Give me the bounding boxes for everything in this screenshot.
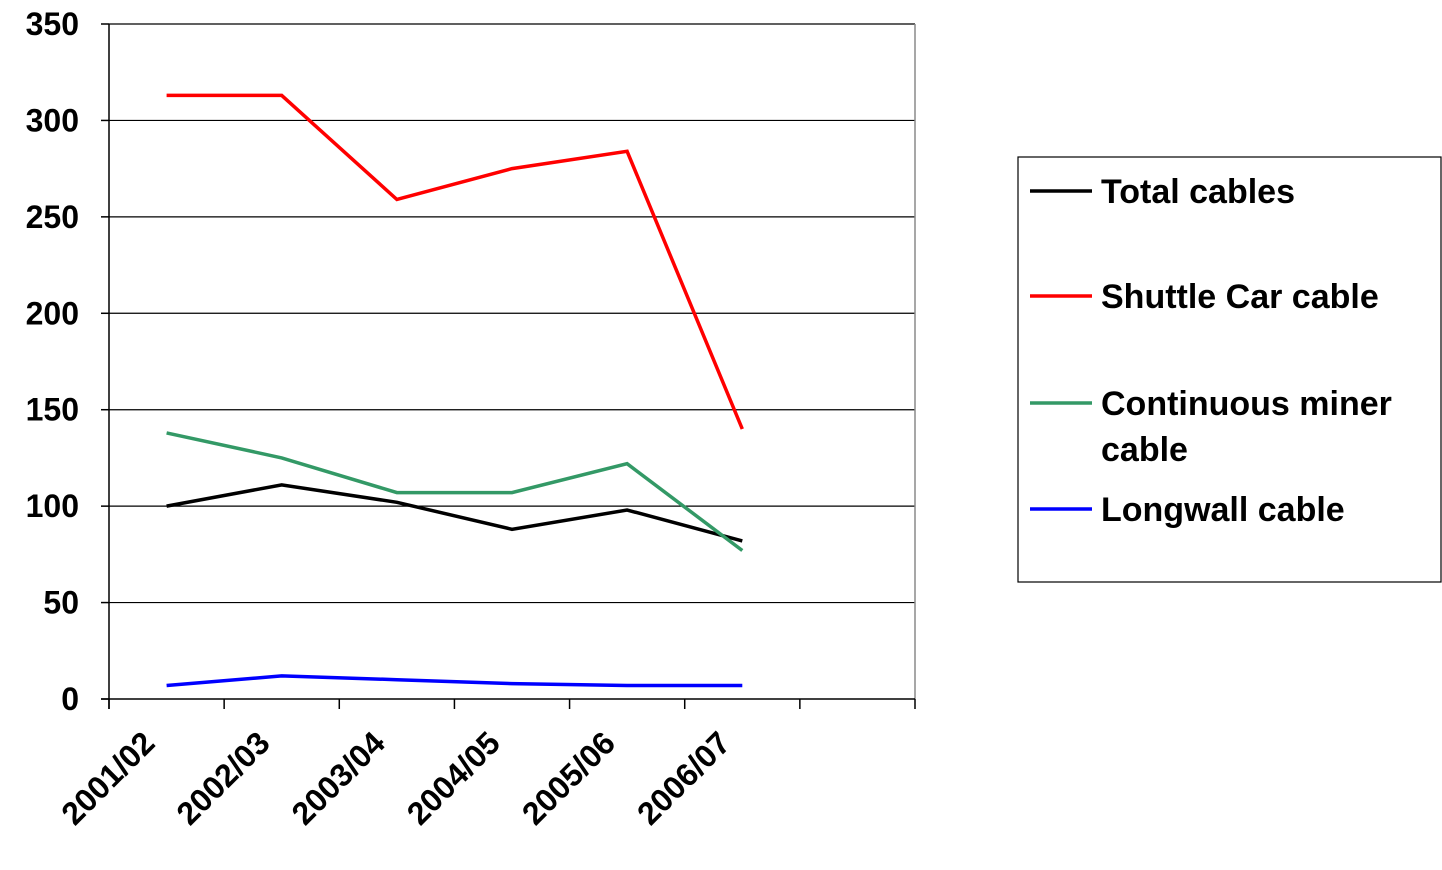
series-layer — [166, 93, 744, 688]
x-tick-label: 2001/02 — [54, 724, 161, 831]
x-axis: 2001/02 2002/03 2003/04 2004/05 2005/06 2006/… — [54, 699, 916, 832]
x-tick-label: 2005/06 — [515, 724, 622, 831]
legend-label: Shuttle Car cable — [1101, 278, 1379, 316]
gridlines — [109, 23, 915, 604]
series-line-2 — [166, 431, 744, 552]
y-tick-label: 100 — [26, 488, 79, 524]
series-line-3 — [166, 674, 743, 688]
plot-area — [101, 24, 916, 709]
x-tick-label: 2003/04 — [285, 724, 392, 831]
series-line-1 — [166, 93, 744, 430]
y-tick-label: 250 — [26, 199, 79, 235]
y-tick-label: 350 — [26, 6, 79, 42]
legend-box — [1017, 156, 1442, 583]
y-tick-label: 300 — [26, 102, 79, 138]
legend-label: Total cables — [1101, 173, 1295, 211]
y-tick-label: 0 — [61, 681, 79, 717]
x-tick-label: 2006/07 — [630, 724, 737, 831]
y-tick-label: 200 — [26, 295, 79, 331]
y-tick-label: 50 — [43, 585, 79, 621]
y-axis: 0 50 100 150 200 250 300 350 — [26, 6, 109, 717]
legend-label: Continuous miner cable — [1101, 385, 1392, 469]
y-tick-label: 150 — [26, 392, 79, 428]
legend: Total cables Shuttle Car cable Continuous … — [1017, 156, 1442, 583]
series-line-0 — [166, 483, 743, 543]
x-tick-label: 2002/03 — [169, 724, 276, 831]
legend-label: Longwall cable — [1101, 491, 1345, 529]
x-tick-label: 2004/05 — [400, 724, 507, 831]
